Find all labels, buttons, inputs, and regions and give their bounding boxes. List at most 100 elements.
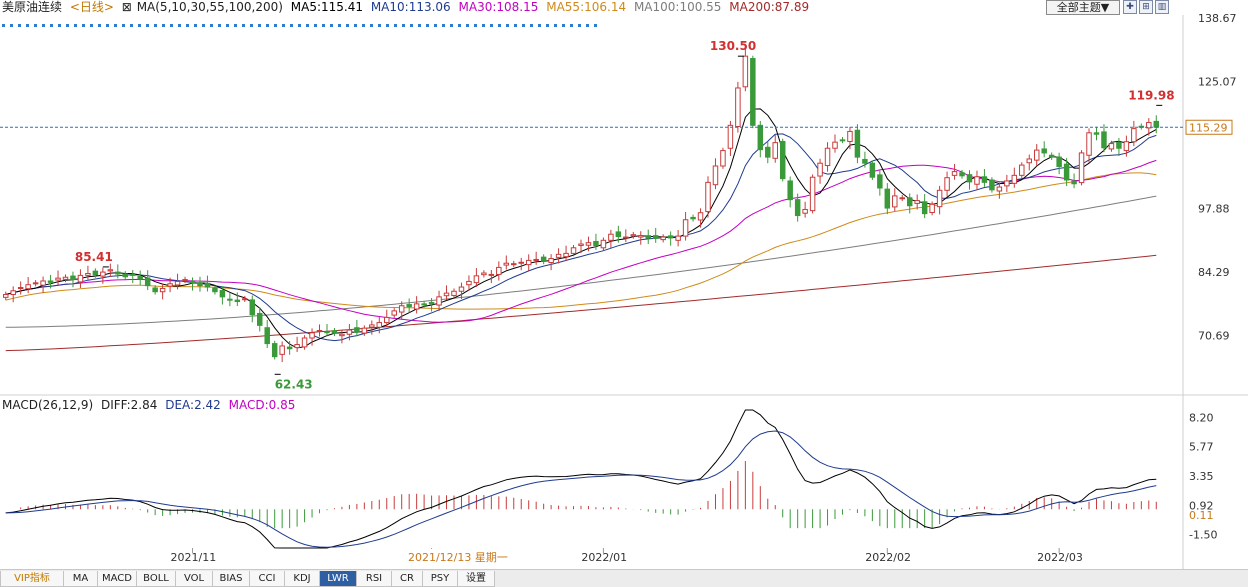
candle-body <box>85 272 91 276</box>
candle-body <box>824 147 831 167</box>
candle <box>1123 135 1130 157</box>
tab-lwr[interactable]: LWR <box>319 571 357 587</box>
header-dot <box>578 24 581 27</box>
candle-body <box>667 235 674 239</box>
candle-body <box>242 298 248 301</box>
tab-ma[interactable]: MA <box>63 571 98 587</box>
candle <box>996 182 1003 199</box>
candle-body <box>966 174 973 183</box>
header-dot <box>594 24 597 27</box>
candle-body <box>264 327 270 345</box>
candle-body <box>705 181 711 213</box>
header-dot <box>546 24 549 27</box>
header-dot <box>322 24 325 27</box>
candle-body <box>765 146 771 158</box>
candle <box>705 176 711 218</box>
candle-body <box>451 290 457 296</box>
tab-cr[interactable]: CR <box>391 571 423 587</box>
candle-body <box>1116 141 1122 149</box>
header-dot <box>138 24 141 27</box>
candle <box>832 134 838 153</box>
candle-body <box>189 281 196 284</box>
candle <box>503 255 510 270</box>
candle-body <box>503 262 510 266</box>
macd-diff: DIFF:2.84 <box>100 398 158 412</box>
chart-type-icon[interactable]: ⊠ <box>121 0 132 14</box>
crosshair-icon[interactable]: ✚ <box>1123 0 1137 14</box>
candle-body <box>772 142 778 159</box>
candle-body <box>406 304 412 308</box>
candle-body <box>951 171 958 176</box>
theme-dropdown[interactable]: 全部主题▼ <box>1046 0 1120 15</box>
header-dot <box>98 24 101 27</box>
candle-body <box>1123 141 1130 152</box>
candle-body <box>62 276 69 280</box>
candle-body <box>682 219 689 237</box>
header-dot <box>58 24 61 27</box>
header-dot <box>290 24 293 27</box>
zoom-icon[interactable]: ⊞ <box>1139 0 1153 14</box>
candle <box>488 269 495 284</box>
tab-psy[interactable]: PSY <box>422 571 458 587</box>
header-dot <box>274 24 277 27</box>
candle <box>847 126 853 150</box>
candle-body <box>585 242 592 246</box>
tab-macd[interactable]: MACD <box>97 571 137 587</box>
tab-settings[interactable]: 设置 <box>457 571 495 587</box>
candle <box>85 265 91 280</box>
candle-body <box>384 316 390 324</box>
candle <box>1108 140 1115 152</box>
candle-body <box>854 129 861 158</box>
candle <box>159 284 166 300</box>
candle-body <box>660 236 666 241</box>
candle <box>384 309 390 328</box>
bar-chart-icon[interactable]: ▥ <box>1155 0 1169 14</box>
header-dot <box>178 24 181 27</box>
candle-body <box>197 282 203 287</box>
period-label[interactable]: <日线> <box>69 0 114 14</box>
tab-kdj[interactable]: KDJ <box>284 571 320 587</box>
candle <box>563 245 569 262</box>
candle <box>742 48 749 92</box>
tab-vip[interactable]: VIP指标 <box>0 571 64 587</box>
candle <box>1033 144 1040 167</box>
header-dot <box>26 24 29 27</box>
candle <box>511 260 517 268</box>
tab-rsi[interactable]: RSI <box>356 571 392 587</box>
candle <box>286 341 293 355</box>
candle-body <box>757 124 764 151</box>
candle <box>70 271 76 288</box>
candle <box>667 231 674 246</box>
candle <box>779 138 786 182</box>
macd-header: MACD(26,12,9) DIFF:2.84 DEA:2.42 MACD:0.… <box>2 398 299 413</box>
tab-bias[interactable]: BIAS <box>212 571 250 587</box>
candle <box>496 261 502 281</box>
candle <box>936 185 943 215</box>
header-dot <box>306 24 309 27</box>
candle <box>608 229 614 249</box>
candle <box>2 291 9 301</box>
candle-body <box>697 212 704 221</box>
candle-body <box>249 299 256 316</box>
price-tick-label: 70.69 <box>1198 330 1230 343</box>
tab-cci[interactable]: CCI <box>249 571 285 587</box>
candle-body <box>906 197 913 207</box>
candle-body <box>473 275 480 284</box>
candle <box>645 229 651 245</box>
header-dot <box>514 24 517 27</box>
candle <box>451 288 457 299</box>
header-dot <box>466 24 469 27</box>
candle-body <box>316 330 323 333</box>
tab-boll[interactable]: BOLL <box>136 571 176 587</box>
candle <box>675 230 681 247</box>
candle-body <box>936 189 943 208</box>
header-dot <box>362 24 365 27</box>
candle <box>279 341 285 363</box>
price-tick-label: 84.29 <box>1198 266 1230 279</box>
candle-body <box>623 236 629 239</box>
candle <box>899 194 905 202</box>
tab-vol[interactable]: VOL <box>175 571 213 587</box>
candle <box>77 269 84 288</box>
candle <box>1026 154 1032 171</box>
